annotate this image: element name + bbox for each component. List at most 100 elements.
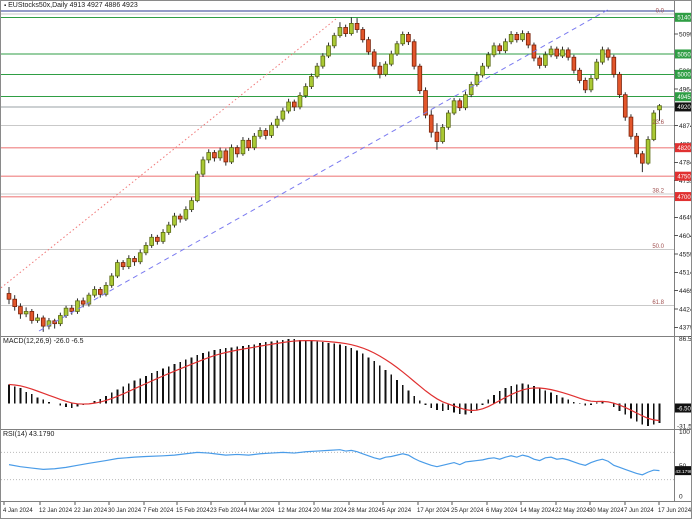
candle-bull bbox=[23, 311, 29, 315]
candle-bear bbox=[428, 114, 434, 133]
candle-bull bbox=[309, 75, 314, 87]
candle-bear bbox=[577, 69, 582, 81]
candle-bull bbox=[109, 275, 115, 286]
date-label: 22 May 2024 bbox=[555, 508, 590, 514]
candle-bull bbox=[463, 94, 468, 109]
macd-value-box-text: -6.50 bbox=[677, 406, 691, 412]
candle-bear bbox=[29, 311, 35, 321]
candle-bear bbox=[155, 236, 160, 242]
date-label: 7 Jun 2024 bbox=[624, 508, 654, 514]
resistance-price-box: 4945 bbox=[675, 92, 691, 102]
candle-bear bbox=[366, 39, 371, 53]
candle-bull bbox=[149, 236, 154, 246]
candle-bear bbox=[97, 289, 103, 295]
candle-bull bbox=[166, 224, 172, 233]
candle-bear bbox=[628, 116, 634, 137]
candle-bear bbox=[617, 73, 622, 96]
candle-bear bbox=[565, 49, 571, 58]
candle-bull bbox=[560, 49, 565, 57]
fib-label: 61.8 bbox=[652, 300, 664, 306]
candle-bull bbox=[86, 294, 92, 305]
candle-bear bbox=[434, 131, 440, 142]
rsi-panel-title: RSI(14) 43.1790 bbox=[3, 431, 55, 438]
candle-bull bbox=[474, 74, 480, 85]
resistance-price-box: 5050 bbox=[675, 49, 691, 59]
candle-bull bbox=[137, 252, 143, 263]
rsi-value-box-text: 43.1790 bbox=[675, 469, 692, 475]
candle-bull bbox=[172, 215, 177, 226]
candlestick-series bbox=[6, 17, 662, 332]
candle-bull bbox=[320, 55, 326, 67]
candle-bear bbox=[622, 94, 628, 118]
candle-bear bbox=[69, 307, 75, 312]
rsi-value-box: 43.1790 bbox=[675, 466, 692, 476]
candle-bull bbox=[126, 258, 132, 268]
candle-bull bbox=[314, 65, 320, 77]
candle-bear bbox=[583, 80, 588, 91]
candle-bear bbox=[80, 300, 86, 305]
candle-bull bbox=[383, 63, 388, 75]
macd-signal-line bbox=[8, 339, 660, 422]
candle-bear bbox=[234, 147, 240, 155]
candle-bear bbox=[423, 90, 428, 116]
candle-bull bbox=[548, 48, 554, 56]
candle-bull bbox=[651, 112, 657, 140]
candle-bear bbox=[360, 29, 366, 41]
candle-bull bbox=[491, 45, 497, 56]
resistance-price-box-text: 4945 bbox=[677, 95, 691, 101]
candle-bull bbox=[337, 27, 343, 37]
support-price-box-text: 4750 bbox=[677, 174, 691, 180]
candle-bull bbox=[200, 159, 206, 175]
price-tick-label: 4469 bbox=[679, 288, 692, 295]
candle-bull bbox=[503, 41, 508, 52]
candle-bull bbox=[206, 152, 212, 161]
date-label: 20 Mar 2024 bbox=[313, 508, 347, 514]
fib-label: 0.0 bbox=[656, 9, 665, 15]
macd-axis-bottom: -31.5 bbox=[677, 424, 692, 431]
candle-bull bbox=[75, 300, 80, 312]
date-label: 14 May 2024 bbox=[520, 508, 555, 514]
price-tick-label: 4649 bbox=[679, 215, 692, 222]
candle-bull bbox=[520, 33, 525, 41]
trendline-ascending-support bbox=[38, 8, 610, 332]
macd-panel-title: MACD(12,26,9) -26.0 -6.5 bbox=[3, 338, 84, 345]
candle-bull bbox=[115, 262, 120, 277]
date-label: 30 May 2024 bbox=[589, 508, 624, 514]
candle-bull bbox=[183, 209, 189, 220]
candle-bull bbox=[143, 245, 149, 254]
candle-bull bbox=[240, 139, 246, 155]
candle-bear bbox=[40, 317, 46, 327]
resistance-price-box-text: 5000 bbox=[677, 73, 691, 79]
rsi-line bbox=[8, 449, 660, 476]
candle-bear bbox=[634, 135, 639, 155]
candle-bull bbox=[63, 307, 69, 316]
fib-label: 38.2 bbox=[652, 189, 664, 195]
candle-bull bbox=[446, 112, 451, 128]
support-price-box-text: 4700 bbox=[677, 195, 691, 201]
candle-bull bbox=[35, 317, 40, 321]
candle-bear bbox=[571, 56, 577, 71]
candle-bull bbox=[331, 35, 337, 47]
fib-label: 50.0 bbox=[652, 244, 664, 250]
resistance-price-box: 5000 bbox=[675, 69, 691, 79]
candle-bear bbox=[12, 298, 18, 307]
macd-panel bbox=[8, 339, 661, 426]
candle-bull bbox=[657, 105, 662, 111]
date-label: 22 Jan 2024 bbox=[74, 508, 108, 514]
candle-bull bbox=[326, 45, 331, 57]
symbol-bullet-icon: ▪ bbox=[4, 3, 7, 9]
date-axis: 4 Jan 2024 12 Jan 2024 22 Jan 2024 30 Jan 2… bbox=[3, 502, 691, 514]
candle-bull bbox=[600, 49, 605, 63]
candle-bull bbox=[349, 23, 354, 34]
candle-bear bbox=[212, 152, 217, 159]
candle-bear bbox=[497, 45, 503, 52]
candle-bull bbox=[274, 118, 280, 126]
date-label: 12 Jan 2024 bbox=[39, 508, 73, 514]
candle-bull bbox=[189, 200, 194, 210]
candle-bull bbox=[588, 78, 594, 91]
